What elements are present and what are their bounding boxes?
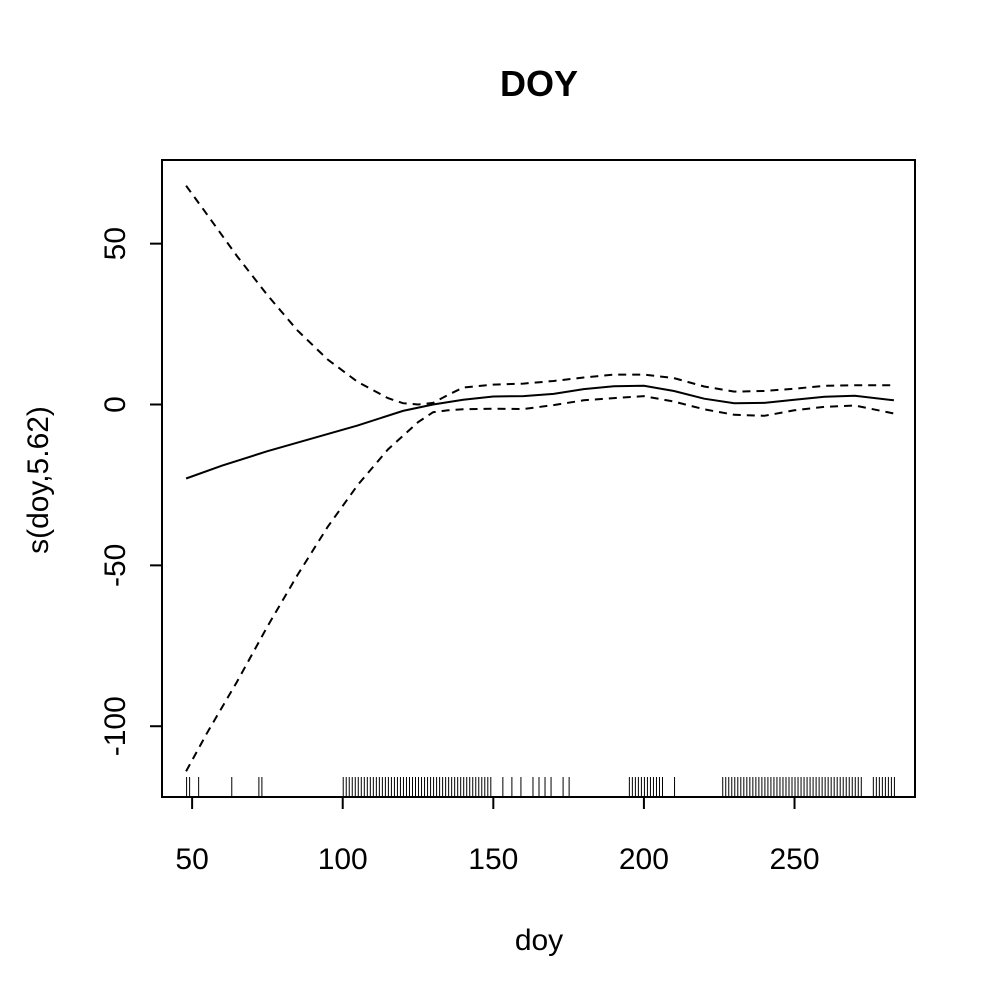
y-axis-label: s(doy,5.62) xyxy=(22,406,55,554)
rug-marks xyxy=(186,777,895,797)
x-tick-label: 150 xyxy=(468,843,518,876)
x-axis-label: doy xyxy=(515,924,563,957)
chart-title: DOY xyxy=(500,63,578,104)
y-axis: -100 -50 0 50 xyxy=(99,227,162,756)
x-tick-label: 100 xyxy=(318,843,368,876)
confidence-band-line-1 xyxy=(185,185,894,406)
y-tick-label: 0 xyxy=(99,396,132,413)
y-tick-label: -50 xyxy=(99,544,132,587)
y-tick-label: -100 xyxy=(99,696,132,756)
x-tick-label: 250 xyxy=(769,843,819,876)
x-axis: 50 100 150 200 250 xyxy=(175,797,820,876)
smooth-fit-line xyxy=(185,384,895,480)
confidence-band-line-2 xyxy=(185,395,895,772)
series-layer xyxy=(185,185,895,772)
x-tick-label: 50 xyxy=(175,843,208,876)
y-tick-label: 50 xyxy=(99,227,132,260)
x-tick-label: 200 xyxy=(619,843,669,876)
plot-frame xyxy=(161,159,916,798)
